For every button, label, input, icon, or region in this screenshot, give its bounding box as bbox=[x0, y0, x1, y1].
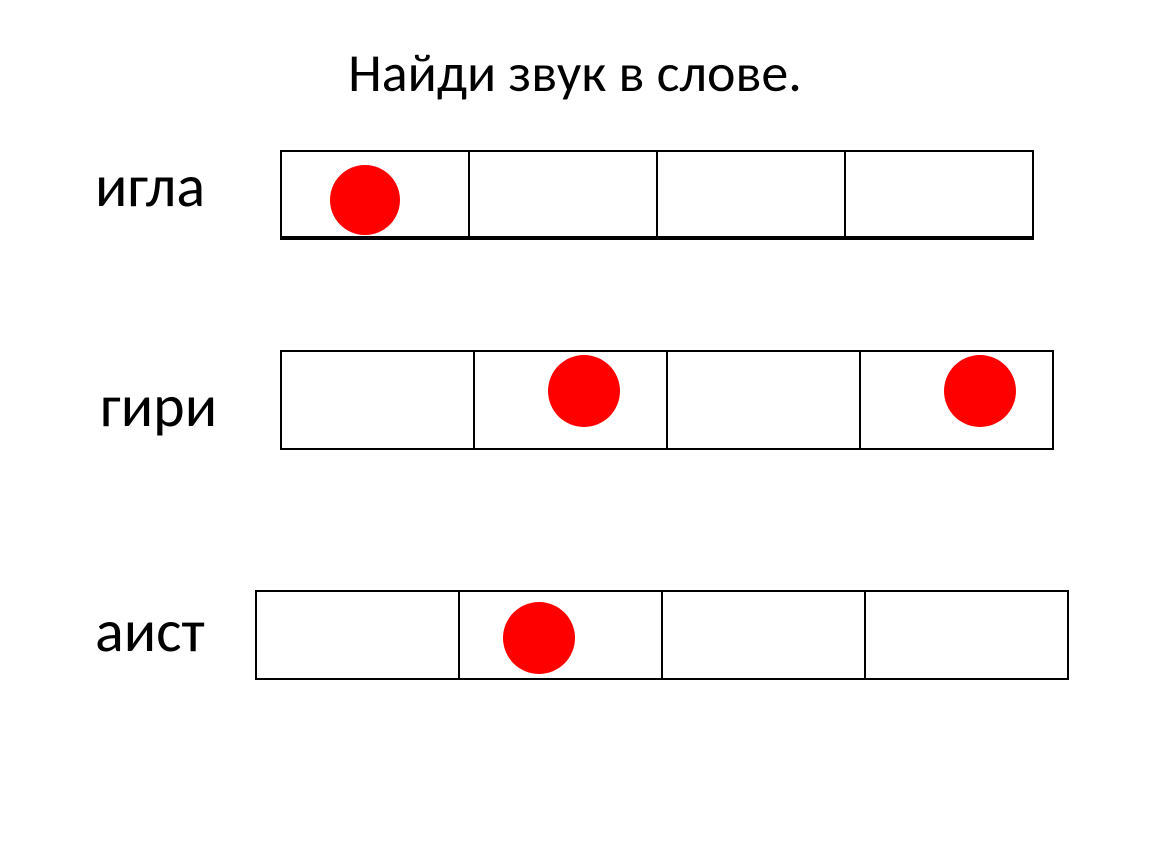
sound-grid bbox=[280, 150, 1034, 240]
word-label: аист bbox=[95, 595, 205, 668]
page-title: Найди звук в слове. bbox=[0, 40, 1150, 106]
sound-cell bbox=[656, 150, 846, 240]
sound-cell bbox=[280, 350, 475, 450]
word-label: игла bbox=[95, 150, 205, 223]
sound-dot bbox=[548, 355, 620, 427]
word-label: гири bbox=[100, 370, 217, 443]
sound-cell bbox=[255, 590, 460, 680]
sound-dot bbox=[330, 165, 400, 235]
sound-grid bbox=[255, 590, 1069, 680]
sound-grid bbox=[280, 350, 1054, 450]
sound-dot bbox=[944, 355, 1016, 427]
sound-cell bbox=[468, 150, 658, 240]
sound-cell bbox=[864, 590, 1069, 680]
sound-cell bbox=[666, 350, 861, 450]
sound-cell bbox=[661, 590, 866, 680]
sound-cell bbox=[844, 150, 1034, 240]
sound-dot bbox=[503, 602, 575, 674]
